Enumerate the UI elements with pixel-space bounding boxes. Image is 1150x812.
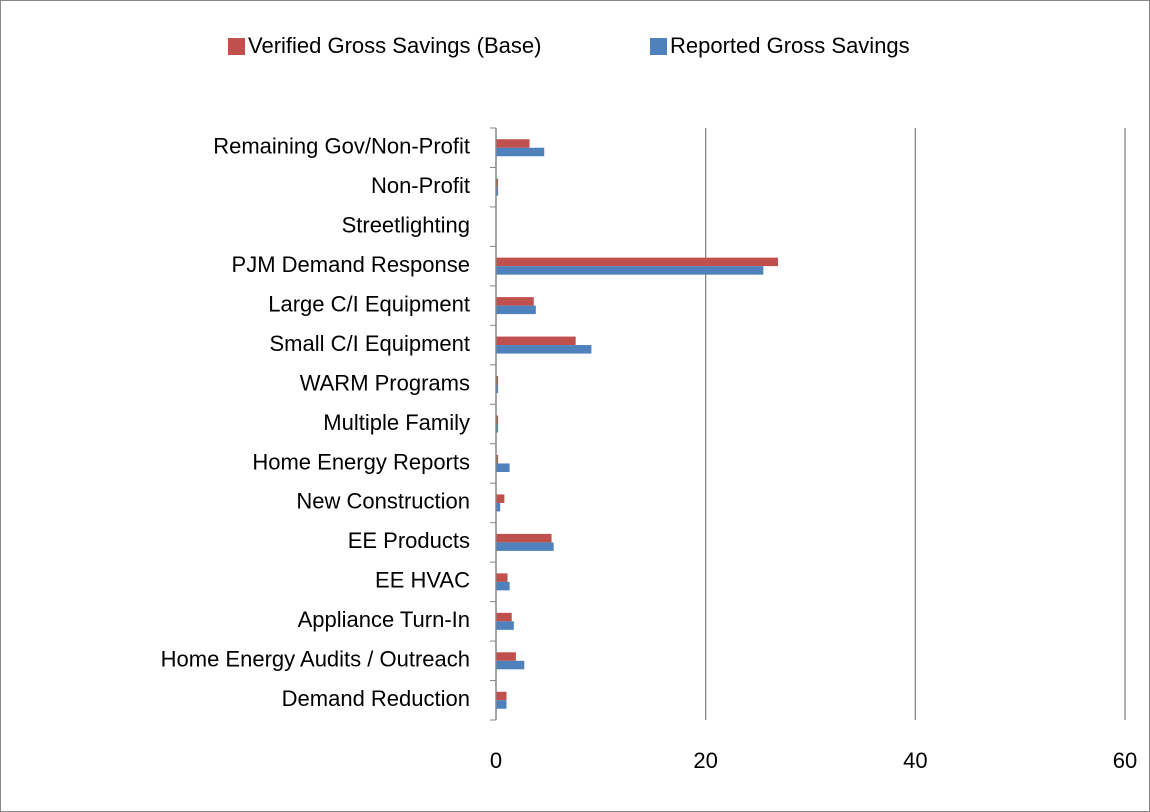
bar	[496, 266, 764, 275]
x-tick-label: 40	[903, 748, 927, 773]
y-tick-label: EE HVAC	[375, 568, 470, 593]
bar	[496, 621, 514, 630]
y-tick-label: Streetlighting	[342, 212, 470, 237]
bar	[496, 297, 534, 306]
bar	[496, 652, 516, 661]
legend-swatch	[650, 38, 667, 55]
y-tick-label: Demand Reduction	[282, 686, 470, 711]
y-tick-label: Home Energy Reports	[252, 449, 470, 474]
x-tick-label: 20	[693, 748, 717, 773]
bar	[496, 691, 507, 701]
y-tick-label: WARM Programs	[300, 370, 470, 395]
bar	[496, 139, 530, 148]
bar	[496, 424, 499, 433]
bar	[496, 573, 508, 582]
bar	[496, 415, 499, 424]
bar	[496, 454, 499, 464]
y-tick-label: PJM Demand Response	[232, 252, 470, 277]
bar	[496, 533, 552, 543]
y-tick-label: Appliance Turn-In	[298, 607, 470, 632]
bar	[496, 463, 510, 472]
y-tick-label: EE Products	[348, 528, 470, 553]
bar	[496, 345, 592, 354]
bar	[496, 660, 525, 670]
x-tick-label: 0	[490, 748, 502, 773]
legend-label: Reported Gross Savings	[670, 33, 910, 58]
y-tick-label: Non-Profit	[371, 173, 470, 198]
bar	[496, 700, 507, 709]
y-tick-label: Home Energy Audits / Outreach	[161, 647, 470, 672]
bar	[496, 494, 505, 503]
y-tick-label: Large C/I Equipment	[268, 291, 470, 316]
y-tick-label: Multiple Family	[323, 410, 470, 435]
bar	[496, 384, 499, 394]
bar	[496, 502, 501, 512]
y-tick-label: Remaining Gov/Non-Profit	[213, 134, 470, 159]
legend-swatch	[228, 38, 245, 55]
bar	[496, 305, 536, 315]
bar	[496, 336, 576, 346]
legend-label: Verified Gross Savings (Base)	[248, 33, 541, 58]
bar	[496, 257, 779, 267]
bar	[496, 178, 499, 188]
y-tick-label: New Construction	[296, 489, 470, 514]
bar	[496, 147, 545, 157]
bar	[496, 581, 510, 591]
bar	[496, 187, 499, 196]
bar	[496, 376, 499, 385]
bar	[496, 542, 554, 551]
y-tick-label: Small C/I Equipment	[269, 331, 470, 356]
bar	[496, 612, 512, 622]
x-tick-label: 60	[1113, 748, 1137, 773]
